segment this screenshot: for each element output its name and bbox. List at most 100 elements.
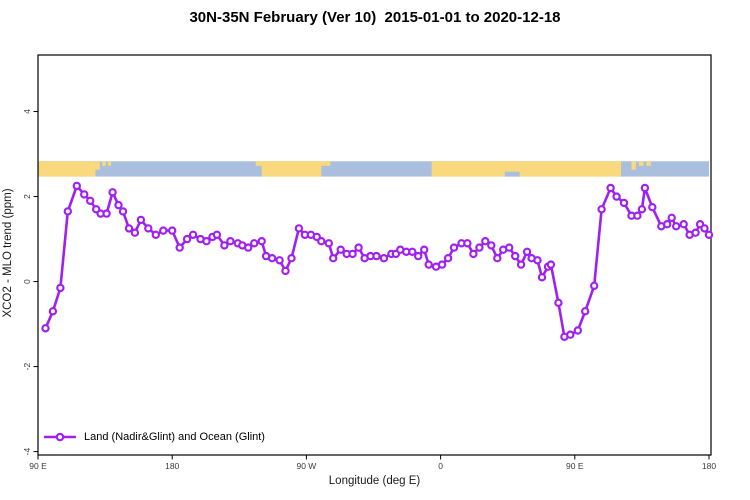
data-point-marker xyxy=(175,243,184,252)
data-point-marker xyxy=(648,202,657,212)
data-point-marker xyxy=(281,266,290,276)
map-strip-land xyxy=(431,161,622,177)
legend-line-marker-icon xyxy=(44,432,76,442)
data-point-marker xyxy=(85,196,95,205)
data-point-marker xyxy=(182,234,192,244)
data-point-marker xyxy=(420,245,429,254)
x-tick-label: 90 E xyxy=(29,461,47,471)
data-point-marker xyxy=(672,222,681,231)
y-tick-label: 4 xyxy=(22,109,32,114)
data-point-marker xyxy=(554,298,563,307)
data-point-marker xyxy=(533,256,542,265)
data-point-marker xyxy=(79,190,89,199)
data-point-marker xyxy=(408,247,417,256)
data-point-marker xyxy=(63,207,73,216)
x-tick-label: 90 W xyxy=(296,461,316,471)
map-strip-land xyxy=(108,161,112,166)
x-tick-label: 180 xyxy=(165,461,179,471)
data-point-marker xyxy=(102,209,111,218)
x-axis-label: Longitude (deg E) xyxy=(328,475,421,487)
data-point-marker xyxy=(294,224,304,233)
data-point-marker xyxy=(226,236,235,246)
data-point-marker xyxy=(348,249,357,259)
data-point-marker xyxy=(202,236,211,246)
data-point-marker xyxy=(257,236,266,246)
data-point-marker xyxy=(590,281,599,290)
data-point-marker xyxy=(449,243,459,252)
data-point-marker xyxy=(505,243,514,252)
data-point-marker xyxy=(691,228,700,237)
legend-label: Land (Nadir&Glint) and Ocean (Glint) xyxy=(84,431,265,443)
data-point-marker xyxy=(493,254,502,263)
data-point-marker xyxy=(511,251,520,261)
data-point-marker xyxy=(188,230,198,239)
y-tick-label: 0 xyxy=(22,279,32,284)
data-point-marker xyxy=(267,254,277,263)
data-point-marker xyxy=(667,213,676,222)
data-point-marker xyxy=(633,211,642,220)
map-strip-land xyxy=(38,161,96,177)
data-point-marker xyxy=(679,219,688,229)
map-strip-land xyxy=(638,161,644,166)
data-point-marker xyxy=(243,243,253,252)
y-tick-label: -2 xyxy=(22,363,32,371)
data-point-marker xyxy=(114,200,123,210)
data-point-marker xyxy=(704,230,714,239)
data-point-marker xyxy=(56,283,65,293)
data-point-marker xyxy=(379,254,389,263)
data-point-marker xyxy=(573,326,583,335)
data-point-marker xyxy=(469,249,478,259)
data-point-marker xyxy=(581,307,590,316)
data-point-marker xyxy=(640,183,650,193)
data-point-marker xyxy=(522,247,532,256)
data-point-marker xyxy=(481,236,490,246)
data-point-marker xyxy=(220,241,229,250)
data-point-marker xyxy=(372,251,381,261)
map-strip-ocean-notch xyxy=(504,171,520,177)
data-point-marker xyxy=(130,228,140,237)
data-point-marker xyxy=(463,239,472,248)
data-point-marker xyxy=(424,260,433,269)
data-point-marker xyxy=(354,243,363,252)
data-point-marker xyxy=(48,307,58,316)
legend: Land (Nadir&Glint) and Ocean (Glint) xyxy=(44,429,265,445)
data-point-marker xyxy=(72,181,82,191)
data-point-marker xyxy=(637,205,647,214)
data-point-marker xyxy=(700,224,709,233)
data-point-marker xyxy=(546,260,556,269)
data-point-marker xyxy=(136,215,146,225)
x-tick-label: 0 xyxy=(438,461,443,471)
map-strip-land xyxy=(261,161,322,177)
map-strip-land xyxy=(646,161,651,166)
y-tick-label: -4 xyxy=(22,448,32,456)
data-point-marker xyxy=(41,324,50,333)
data-point-marker xyxy=(414,251,423,261)
data-point-marker xyxy=(612,192,621,201)
chart-title: 30N-35N February (Ver 10) 2015-01-01 to … xyxy=(189,9,561,26)
data-point-marker xyxy=(329,254,338,263)
data-point-marker xyxy=(437,260,447,269)
data-point-marker xyxy=(317,236,326,246)
y-tick-label: 2 xyxy=(22,194,32,199)
data-point-marker xyxy=(249,239,259,248)
data-point-marker xyxy=(443,254,453,263)
data-point-marker xyxy=(108,188,117,197)
data-point-marker xyxy=(487,241,496,250)
data-point-marker xyxy=(124,224,134,233)
data-point-marker xyxy=(167,226,177,235)
data-point-marker xyxy=(324,239,333,248)
data-point-marker xyxy=(275,256,284,265)
data-point-marker xyxy=(151,230,160,239)
data-point-marker xyxy=(516,260,526,269)
data-point-marker xyxy=(606,183,615,193)
data-point-marker xyxy=(144,224,153,233)
data-point-marker xyxy=(597,205,606,214)
data-point-marker xyxy=(566,330,575,339)
map-strip-land xyxy=(631,161,636,170)
data-point-marker xyxy=(537,273,547,282)
data-point-marker xyxy=(663,219,672,229)
map-strip-land xyxy=(95,161,100,170)
data-point-marker xyxy=(159,226,168,235)
